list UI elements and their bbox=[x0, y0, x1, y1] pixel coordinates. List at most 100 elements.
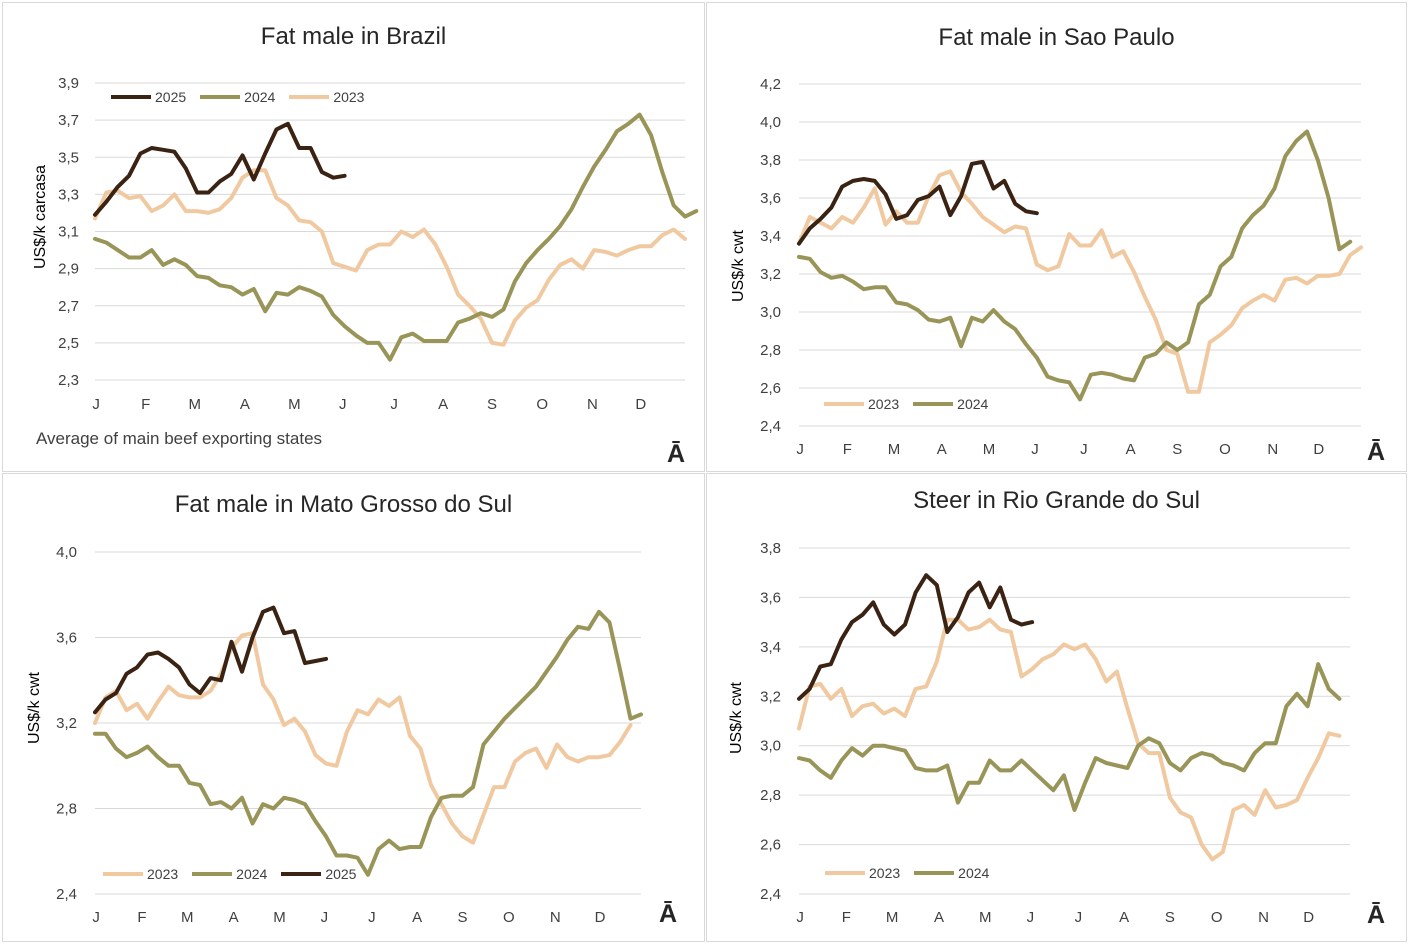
y-tick-label: 3,5 bbox=[58, 149, 79, 166]
x-tick-label: S bbox=[457, 909, 467, 926]
chart-legend: 2025 2024 2023 bbox=[111, 89, 378, 105]
y-tick-label: 2,7 bbox=[58, 298, 79, 315]
x-tick-label: O bbox=[503, 909, 515, 926]
y-tick-label: 3,4 bbox=[760, 228, 781, 245]
x-tick-label: J bbox=[321, 909, 329, 926]
y-tick-label: 2,4 bbox=[56, 886, 77, 903]
x-tick-label: M bbox=[288, 396, 301, 413]
x-tick-label: M bbox=[273, 909, 286, 926]
legend-label: 2025 bbox=[325, 866, 357, 882]
chart-title: Steer in Rio Grande do Sul bbox=[913, 487, 1200, 514]
legend-item-2025: 2025 bbox=[281, 866, 356, 882]
brand-logo: Ā bbox=[667, 440, 686, 468]
brand-logo: Ā bbox=[659, 900, 678, 928]
legend-label: 2024 bbox=[244, 89, 276, 105]
legend-item-2024: 2024 bbox=[914, 865, 989, 881]
x-tick-label: M bbox=[983, 441, 996, 458]
y-tick-label: 2,6 bbox=[760, 837, 781, 854]
x-tick-label: O bbox=[536, 396, 548, 413]
series-line-2025 bbox=[797, 159, 1039, 246]
x-tick-label: J bbox=[92, 396, 100, 413]
legend-swatch bbox=[281, 872, 322, 876]
y-axis-label: US$/k cwt bbox=[26, 672, 43, 745]
legend-label: 2023 bbox=[869, 865, 901, 881]
chart-plot: 2,3 2,5 2,7 2,9 3,1 3,3 3,5 3,7 3,9 J F M A M J J A S O N D bbox=[58, 75, 699, 413]
x-tick-label: O bbox=[1211, 909, 1223, 926]
legend-item-2024: 2024 bbox=[192, 866, 267, 882]
y-axis-label: US$/k carcasa bbox=[32, 164, 49, 270]
chart-panel-mato-grosso-do-sul: Fat male in Mato Grosso do Sul 2,4 2,8 3,2… bbox=[2, 473, 705, 942]
series-line-2024 bbox=[797, 662, 1342, 812]
y-tick-label: 2,8 bbox=[56, 801, 77, 818]
chart-note: Average of main beef exporting states bbox=[36, 429, 323, 448]
legend-swatch bbox=[913, 402, 954, 406]
x-tick-label: J bbox=[339, 396, 347, 413]
y-tick-label: 2,6 bbox=[760, 380, 781, 397]
y-tick-label: 3,6 bbox=[56, 630, 77, 647]
series-line-2023 bbox=[93, 631, 633, 845]
x-tick-label: F bbox=[137, 909, 146, 926]
x-tick-label: S bbox=[1172, 441, 1182, 458]
x-tick-label: J bbox=[390, 396, 398, 413]
legend-swatch bbox=[289, 95, 330, 99]
brand-logo: Ā bbox=[1367, 438, 1386, 466]
y-tick-label: 3,7 bbox=[58, 112, 79, 129]
chart-panel-rio-grande-do-sul: Steer in Rio Grande do Sul 2,4 2,6 2,8 3,0 3… bbox=[706, 473, 1407, 942]
x-tick-label: A bbox=[240, 396, 250, 413]
y-tick-label: 4,2 bbox=[760, 76, 781, 93]
chart-plot: 2,4 2,6 2,8 3,0 3,2 3,4 3,6 3,8 J F M A M J J A S O N D bbox=[760, 540, 1350, 926]
x-tick-label: N bbox=[587, 396, 598, 413]
x-tick-label: J bbox=[796, 441, 804, 458]
series-line-2023 bbox=[797, 617, 1342, 862]
legend-item-2025: 2025 bbox=[111, 89, 186, 105]
chart-plot: 2,4 2,6 2,8 3,0 3,2 3,4 3,6 3,8 4,0 4,2 J F M A M J J A S O… bbox=[760, 76, 1363, 458]
legend-label: 2024 bbox=[958, 865, 990, 881]
x-tick-label: F bbox=[141, 396, 150, 413]
y-tick-label: 4,0 bbox=[760, 114, 781, 131]
y-tick-label: 3,3 bbox=[58, 186, 79, 203]
y-tick-label: 3,8 bbox=[760, 152, 781, 169]
x-tick-label: D bbox=[1313, 441, 1324, 458]
x-tick-label: J bbox=[1075, 909, 1083, 926]
x-tick-label: D bbox=[635, 396, 646, 413]
y-tick-label: 2,4 bbox=[760, 418, 781, 435]
chart-panel-brazil: Fat male in Brazil 2,3 2,5 2,7 2,9 3,1 3,3 3,5… bbox=[2, 2, 705, 472]
y-tick-label: 3,2 bbox=[56, 715, 77, 732]
x-tick-label: D bbox=[1303, 909, 1314, 926]
x-tick-label: A bbox=[229, 909, 239, 926]
x-tick-label: J bbox=[1031, 441, 1039, 458]
x-tick-label: J bbox=[1027, 909, 1035, 926]
y-axis-label: US$/k cwt bbox=[728, 682, 745, 755]
x-tick-label: A bbox=[438, 396, 448, 413]
y-tick-label: 3,0 bbox=[760, 304, 781, 321]
y-tick-label: 3,9 bbox=[58, 75, 79, 92]
legend-label: 2024 bbox=[957, 396, 989, 412]
x-tick-label: D bbox=[595, 909, 606, 926]
legend-item-2024: 2024 bbox=[200, 89, 275, 105]
legend-item-2023: 2023 bbox=[103, 866, 178, 882]
y-tick-label: 3,2 bbox=[760, 266, 781, 283]
x-tick-label: S bbox=[487, 396, 497, 413]
x-tick-label: N bbox=[550, 909, 561, 926]
y-tick-label: 2,8 bbox=[760, 787, 781, 804]
x-tick-label: S bbox=[1165, 909, 1175, 926]
series-line-2023 bbox=[93, 168, 687, 347]
x-tick-label: N bbox=[1267, 441, 1278, 458]
legend-item-2023: 2023 bbox=[289, 89, 364, 105]
legend-label: 2024 bbox=[236, 866, 268, 882]
series-line-2024 bbox=[93, 112, 699, 362]
legend-label: 2023 bbox=[333, 89, 365, 105]
y-tick-label: 3,6 bbox=[760, 190, 781, 207]
y-tick-label: 2,4 bbox=[760, 886, 781, 903]
chart-title: Fat male in Mato Grosso do Sul bbox=[174, 491, 513, 518]
legend-item-2023: 2023 bbox=[825, 865, 900, 881]
legend-swatch bbox=[914, 871, 955, 875]
x-tick-label: A bbox=[937, 441, 947, 458]
y-tick-label: 3,0 bbox=[760, 738, 781, 755]
y-tick-label: 3,2 bbox=[760, 688, 781, 705]
legend-swatch bbox=[825, 871, 865, 875]
chart-title: Fat male in Brazil bbox=[260, 23, 447, 50]
x-tick-label: A bbox=[1126, 441, 1136, 458]
x-tick-label: M bbox=[181, 909, 194, 926]
chart-legend: 2023 2024 bbox=[825, 865, 1003, 881]
